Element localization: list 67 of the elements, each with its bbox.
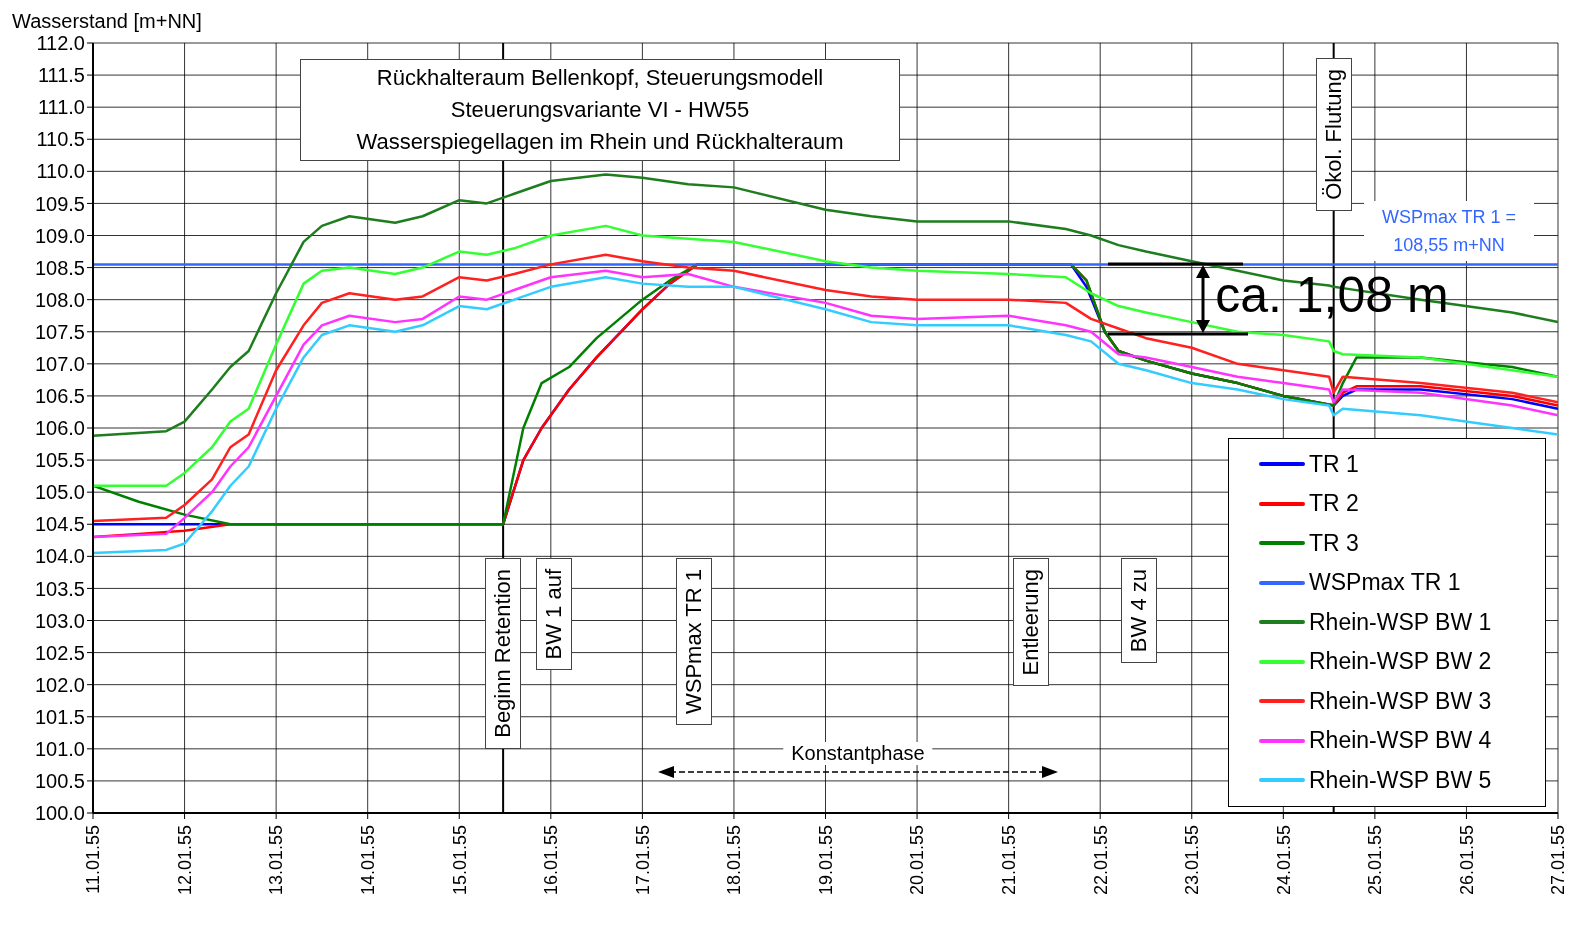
label-box: Entleerung <box>1013 558 1049 687</box>
x-tick-label: 11.01.55 <box>83 825 104 894</box>
x-tick-label: 16.01.55 <box>541 825 562 896</box>
y-tick-label: 103.0 <box>34 609 85 632</box>
legend-label: Rhein-WSP BW 2 <box>1309 648 1492 676</box>
x-tick-label: 12.01.55 <box>174 825 195 896</box>
y-tick-label: 103.5 <box>34 577 85 600</box>
annotation: BW 4 zu <box>1126 569 1152 653</box>
y-tick-label: 101.0 <box>34 737 85 760</box>
y-tick-label: 100.5 <box>34 770 85 793</box>
x-tick-label: 15.01.55 <box>449 825 470 896</box>
x-tick-label: 23.01.55 <box>1182 825 1203 896</box>
legend-label: TR 3 <box>1309 529 1359 557</box>
y-tick-label: 108.0 <box>34 288 85 311</box>
y-tick-label: 111.5 <box>37 64 85 87</box>
legend-label: Rhein-WSP BW 1 <box>1309 608 1492 636</box>
legend-label: TR 2 <box>1309 490 1359 518</box>
y-axis-title: Wasserstand [m+NN] <box>12 10 202 33</box>
x-tick-label: 17.01.55 <box>632 825 653 896</box>
label-box: BW 1 auf <box>536 558 572 671</box>
x-tick-label: 19.01.55 <box>815 825 836 896</box>
y-tick-label: 109.5 <box>34 192 85 215</box>
x-tick-label: 20.01.55 <box>907 825 928 896</box>
label-box: Ökol. Flutung <box>1315 58 1352 211</box>
x-tick-label: 22.01.55 <box>1090 825 1111 896</box>
x-tick-label: 14.01.55 <box>357 825 378 896</box>
label-box: WSPmax TR 1 <box>676 558 712 726</box>
y-tick-label: 110.5 <box>36 128 85 151</box>
y-tick-label: 102.5 <box>34 641 85 664</box>
annotation: BW 1 auf <box>541 569 567 660</box>
y-tick-label: 104.0 <box>34 545 85 568</box>
x-tick-label: 24.01.55 <box>1273 825 1294 896</box>
x-tick-label: 25.01.55 <box>1365 825 1386 896</box>
y-tick-label: 106.5 <box>34 385 85 408</box>
y-tick-label: 107.0 <box>34 352 85 375</box>
label-box: Beginn Retention <box>485 558 522 749</box>
legend-label: Rhein-WSP BW 3 <box>1309 687 1492 715</box>
y-tick-label: 102.0 <box>34 673 85 696</box>
y-tick-label: 111.0 <box>37 96 85 119</box>
x-tick-label: 18.01.55 <box>724 825 745 896</box>
title-box: Rückhalteraum Bellenkopf, Steuerungsmodell Steuerungsvariante VI - HW55 Wasserspiegellagen im Rhein und Rückhalteraum <box>300 59 900 161</box>
y-tick-label: 101.5 <box>34 705 85 728</box>
x-tick-label: 26.01.55 <box>1456 825 1477 896</box>
y-tick-label: 105.5 <box>34 449 85 472</box>
legend-label: Rhein-WSP BW 5 <box>1309 766 1492 794</box>
label-box: BW 4 zu <box>1121 558 1157 664</box>
annotation: Konstantphase <box>783 742 933 765</box>
y-tick-label: 110.0 <box>36 160 85 183</box>
x-tick-label: 27.01.55 <box>1548 825 1569 896</box>
y-tick-label: 107.5 <box>34 320 85 343</box>
legend-label: WSPmax TR 1 <box>1309 569 1461 597</box>
annotation: WSPmax TR 1 = 108,55 m+NN <box>1364 201 1534 261</box>
y-tick-label: 112.0 <box>36 32 85 55</box>
y-tick-label: 104.5 <box>34 513 85 536</box>
y-tick-label: 105.0 <box>34 481 85 504</box>
annotation: Entleerung <box>1018 569 1044 676</box>
y-tick-label: 108.5 <box>34 256 85 279</box>
ref-line-label: Ökol. Flutung <box>1320 69 1347 200</box>
legend-label: TR 1 <box>1309 450 1359 478</box>
y-tick-label: 109.0 <box>34 224 85 247</box>
x-tick-label: 21.01.55 <box>998 825 1019 896</box>
ref-line-label: Beginn Retention <box>490 569 517 738</box>
y-tick-label: 100.0 <box>34 802 85 825</box>
legend-label: Rhein-WSP BW 4 <box>1309 727 1492 755</box>
y-tick-label: 106.0 <box>34 417 85 440</box>
annotation: WSPmax TR 1 <box>681 569 707 715</box>
x-tick-label: 13.01.55 <box>266 825 287 896</box>
